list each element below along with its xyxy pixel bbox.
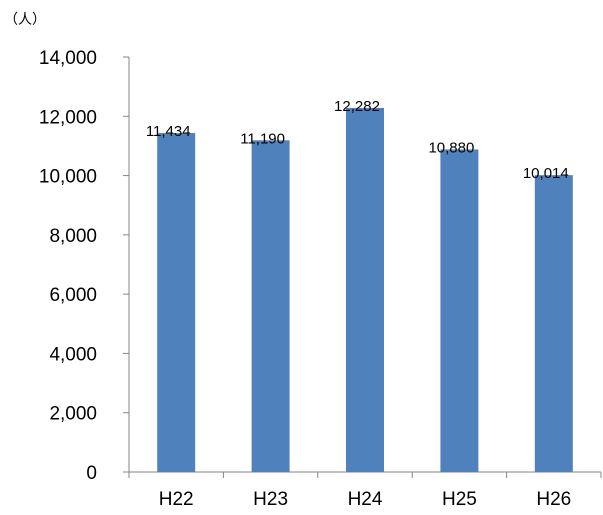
bar (251, 140, 290, 472)
y-axis: 0 2,000 4,000 6,000 8,000 10,000 12,000 14,000 (39, 48, 130, 484)
x-tick-label: H24 (348, 489, 383, 510)
bar (440, 149, 479, 472)
data-label: 12,282 (334, 98, 380, 115)
y-tick-label: 8,000 (49, 226, 97, 247)
x-axis: H22 H23 H24 H25 H26 (128, 471, 602, 510)
bar (157, 133, 196, 472)
x-tick-label: H23 (253, 489, 288, 510)
bar (346, 107, 384, 473)
y-tick-label: 14,000 (39, 48, 97, 69)
y-tick-label: 2,000 (49, 404, 97, 425)
data-labels: 11,434 11,190 12,282 10,880 10,014 (146, 98, 569, 182)
y-tick-label: 0 (86, 463, 97, 484)
x-tick-label: H22 (159, 489, 194, 510)
bar (534, 175, 573, 472)
y-tick-label: 4,000 (49, 344, 97, 365)
y-tick-label: 12,000 (39, 107, 97, 128)
y-axis-unit-label: （人） (4, 12, 46, 28)
y-tick-label: 10,000 (39, 167, 97, 188)
data-label: 11,434 (146, 123, 191, 140)
x-tick-label: H26 (536, 489, 571, 510)
bar-series (157, 107, 573, 473)
y-tick-label: 6,000 (49, 285, 97, 306)
data-label: 11,190 (240, 130, 285, 147)
data-label: 10,014 (523, 165, 569, 182)
data-label: 10,880 (428, 139, 474, 156)
x-tick-label: H25 (442, 489, 477, 510)
